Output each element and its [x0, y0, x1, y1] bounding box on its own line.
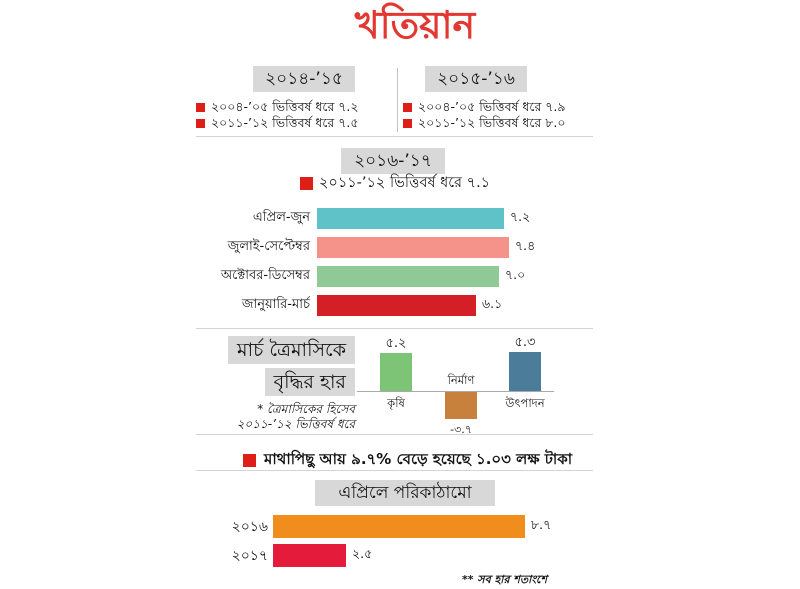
- bar-october-december: [317, 266, 499, 287]
- section-divider: [196, 328, 593, 329]
- value-label: ৭.২: [510, 208, 531, 224]
- fy-2015-16-bullet-1: ২০০৪-’০৫ ভিত্তিবর্ষ ধরে ৭.৯: [403, 100, 566, 114]
- bullet-text: ২০০৪-’০৫ ভিত্তিবর্ষ ধরে ৭.৯: [418, 99, 566, 114]
- chart-row: ২০১৭ ২.৫: [196, 544, 551, 567]
- value-label: ৭.০: [505, 266, 526, 282]
- section-divider: [196, 470, 593, 471]
- fy-2014-15-bullet-1: ২০০৪-’০৫ ভিত্তিবর্ষ ধরে ৭.২: [196, 100, 359, 114]
- fy-2016-17-header: ২০১৬-’১৭: [341, 148, 445, 174]
- march-quarter-footnote: * ত্রৈমাসিকের হিসেব ২০১১-’১২ ভিত্তিবর্ষ …: [237, 402, 355, 432]
- value-label: ৮.৭: [531, 516, 552, 532]
- value-label: ২.৫: [352, 545, 373, 561]
- footnote-line: ২০১১-’১২ ভিত্তিবর্ষ ধরে: [236, 417, 355, 431]
- column-divider: [397, 68, 398, 132]
- legend-square-icon: [300, 176, 313, 190]
- category-label: এপ্রিল-জুন: [252, 210, 310, 225]
- fy-2014-15-bullet-2: ২০১১-’১২ ভিত্তিবর্ষ ধরে ৭.৫: [196, 116, 359, 130]
- bar-2016: [273, 515, 525, 538]
- chart-row: ২০১৬ ৮.৭: [196, 515, 551, 538]
- per-capita-income-line: মাথাপিছু আয় ৯.৭% বেড়ে হয়েছে ১.০৩ লক্ষ…: [243, 448, 572, 473]
- page-title: খতিয়ান: [354, 3, 476, 47]
- category-label: ২০১৭: [231, 547, 268, 564]
- category-label: জুলাই-সেপ্টেম্বর: [227, 239, 310, 254]
- infrastructure-chart: ২০১৬ ৮.৭ ২০১৭ ২.৫: [196, 515, 551, 573]
- section-divider: [196, 136, 593, 137]
- legend-square-icon: [196, 118, 205, 128]
- bar-january-march: [317, 295, 476, 316]
- legend-square-icon: [403, 102, 412, 112]
- column-manufacturing: ৫.৩ উৎপাদন: [495, 332, 555, 434]
- value-label: ৭.৪: [515, 237, 536, 253]
- value-label: -৩.৭: [450, 423, 472, 436]
- legend-square-icon: [243, 454, 256, 467]
- fy-2015-16-header: ২০১৫-’১৬: [425, 66, 527, 92]
- bar-agriculture: [380, 353, 412, 391]
- footnote-line: * ত্রৈমাসিকের হিসেব: [257, 402, 355, 416]
- fy-2015-16-bullet-2: ২০১১-’১২ ভিত্তিবর্ষ ধরে ৮.০: [403, 116, 566, 130]
- fy-2016-17-legend: ২০১১-’১২ ভিত্তিবর্ষ ধরে ৭.১: [300, 176, 490, 190]
- bullet-text: ২০১১-’১২ ভিত্তিবর্ষ ধরে ৮.০: [418, 115, 566, 130]
- category-label: জানুয়ারি-মার্চ: [241, 297, 310, 312]
- category-label: নির্মাণ: [447, 373, 475, 387]
- column-construction: নির্মাণ -৩.৭: [431, 332, 491, 436]
- chart-row: অক্টোবর-ডিসেম্বর ৭.০: [195, 266, 535, 287]
- x-axis-line: [357, 391, 554, 392]
- column-agriculture: ৫.২ কৃষি: [366, 332, 426, 434]
- quarterly-growth-chart: এপ্রিল-জুন ৭.২ জুলাই-সেপ্টেম্বর ৭.৪ অক্ট…: [195, 208, 535, 324]
- march-quarter-title-line-1: মার্চ ত্রৈমাসিকে: [228, 336, 355, 364]
- bar-manufacturing: [509, 352, 541, 391]
- bar-2017: [273, 544, 346, 567]
- bar-april-june: [317, 208, 504, 229]
- value-label: ৫.৩: [514, 335, 536, 350]
- infrastructure-header: এপ্রিলে পরিকাঠামো: [315, 480, 495, 506]
- march-quarter-title-line-2: বৃদ্ধির হার: [264, 368, 355, 396]
- category-label: ২০১৬: [231, 518, 268, 535]
- fy-2014-15-header: ২০১৪-’১৫: [253, 66, 355, 92]
- chart-row: জুলাই-সেপ্টেম্বর ৭.৪: [195, 237, 535, 258]
- category-label: অক্টোবর-ডিসেম্বর: [220, 268, 310, 283]
- chart-row: এপ্রিল-জুন ৭.২: [195, 208, 535, 229]
- sector-growth-chart: ৫.২ কৃষি নির্মাণ -৩.৭ ৫.৩ উৎপাদন: [355, 332, 555, 436]
- bullet-text: ২০১১-’১২ ভিত্তিবর্ষ ধরে ৭.৫: [211, 115, 359, 130]
- bullet-text: ২০০৪-’০৫ ভিত্তিবর্ষ ধরে ৭.২: [211, 99, 359, 114]
- legend-square-icon: [196, 102, 205, 112]
- bottom-footnote: ** সব হার শতাংশে: [461, 573, 547, 586]
- value-label: ৫.২: [385, 336, 407, 351]
- section-divider: [196, 434, 593, 435]
- legend-text: ২০১১-’১২ ভিত্তিবর্ষ ধরে ৭.১: [319, 175, 491, 191]
- category-label: কৃষি: [387, 396, 405, 410]
- bar-construction: [445, 392, 477, 419]
- chart-row: জানুয়ারি-মার্চ ৬.১: [195, 295, 535, 316]
- value-label: ৬.১: [482, 295, 503, 311]
- category-label: উৎপাদন: [505, 396, 545, 410]
- per-capita-text: মাথাপিছু আয় ৯.৭% বেড়ে হয়েছে ১.০৩ লক্ষ…: [264, 450, 573, 468]
- legend-square-icon: [403, 118, 412, 128]
- bar-july-september: [317, 237, 509, 258]
